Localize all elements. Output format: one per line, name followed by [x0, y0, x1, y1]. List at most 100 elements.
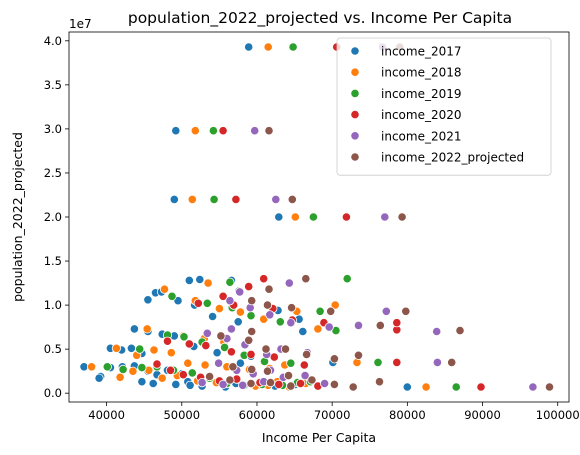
data-point: [208, 311, 218, 322]
data-point: [374, 377, 385, 387]
y-tick-label: 1.5: [44, 254, 62, 268]
legend-marker: [350, 88, 360, 99]
data-point: [102, 362, 112, 372]
data-point: [326, 306, 336, 316]
data-point: [208, 126, 218, 136]
data-point: [298, 326, 308, 337]
data-point: [226, 324, 236, 334]
legend-box: [336, 37, 552, 176]
data-point: [300, 370, 310, 381]
legend-marker: [350, 67, 360, 77]
data-point: [259, 314, 269, 324]
data-point: [263, 42, 273, 52]
data-point: [247, 326, 257, 337]
data-point: [235, 307, 245, 317]
y-tick-label: 4.0: [44, 34, 62, 48]
data-point: [195, 274, 205, 285]
data-point: [126, 343, 136, 353]
data-point: [288, 42, 298, 52]
data-point: [231, 194, 241, 204]
data-point: [307, 375, 317, 385]
x-tick-label: 100000: [536, 408, 580, 422]
data-point: [353, 350, 364, 360]
data-point: [187, 194, 197, 204]
data-point: [225, 277, 235, 287]
data-point: [190, 126, 200, 136]
data-point: [202, 328, 212, 338]
data-point: [392, 318, 402, 328]
y-tick-label: 3.5: [44, 78, 62, 92]
data-point: [375, 320, 385, 330]
data-point: [87, 362, 97, 372]
data-points: [79, 42, 555, 392]
data-point: [247, 364, 257, 374]
data-point: [286, 318, 296, 328]
data-point: [159, 284, 170, 294]
data-point: [246, 311, 256, 321]
data-point: [402, 382, 412, 392]
x-tick-label: 50000: [163, 408, 200, 422]
data-point: [162, 336, 173, 346]
data-point: [94, 373, 104, 383]
data-point: [171, 379, 181, 389]
data-point: [165, 365, 176, 375]
data-point: [301, 349, 312, 359]
data-point: [342, 274, 352, 284]
x-tick-label: 90000: [464, 408, 501, 422]
data-point: [528, 382, 538, 392]
data-point: [212, 348, 222, 358]
data-point: [250, 126, 260, 136]
data-point: [128, 366, 138, 376]
data-point: [319, 378, 330, 389]
series-income_2018: [87, 42, 431, 392]
data-point: [274, 212, 284, 222]
data-point: [280, 344, 291, 354]
data-point: [244, 281, 254, 292]
data-point: [269, 352, 279, 362]
data-point: [299, 360, 309, 370]
chart-title: population_2022_projected vs. Income Per…: [128, 9, 512, 28]
data-point: [275, 317, 285, 327]
data-point: [246, 378, 256, 389]
data-point: [348, 382, 358, 392]
x-tick-label: 40000: [88, 408, 125, 422]
y-tick-label: 2.0: [44, 210, 62, 224]
data-point: [341, 212, 351, 222]
legend-label: income_2020: [381, 108, 462, 122]
y-offset-label: 1e7: [69, 17, 92, 31]
data-point: [353, 320, 364, 330]
data-point: [290, 212, 300, 222]
data-point: [201, 340, 211, 351]
data-point: [544, 382, 555, 392]
data-point: [264, 284, 274, 294]
data-point: [137, 377, 147, 387]
data-point: [193, 298, 203, 308]
data-point: [184, 275, 194, 285]
y-tick-label: 2.5: [44, 166, 62, 180]
data-point: [284, 278, 294, 288]
data-point: [238, 380, 248, 390]
y-tick-label: 0.0: [44, 386, 62, 400]
data-point: [111, 343, 122, 353]
data-point: [315, 306, 325, 316]
data-point: [265, 310, 275, 320]
legend-label: income_2022_projected: [381, 151, 524, 165]
legend-marker: [350, 110, 360, 120]
data-point: [283, 370, 294, 381]
data-point: [401, 306, 411, 316]
data-point: [225, 375, 235, 385]
data-point: [203, 278, 213, 288]
data-point: [324, 322, 334, 332]
data-point: [178, 370, 188, 380]
legend-label: income_2019: [381, 87, 462, 101]
data-point: [397, 212, 407, 222]
x-tick-label: 70000: [314, 408, 351, 422]
x-axis-ticks: 40000 50000 60000 70000 80000 90000 100000: [88, 402, 580, 422]
data-point: [392, 357, 402, 367]
data-point: [262, 300, 273, 310]
data-point: [295, 378, 306, 389]
legend-marker: [350, 131, 360, 141]
data-point: [118, 364, 128, 374]
data-point: [432, 357, 442, 367]
data-point: [167, 291, 177, 301]
